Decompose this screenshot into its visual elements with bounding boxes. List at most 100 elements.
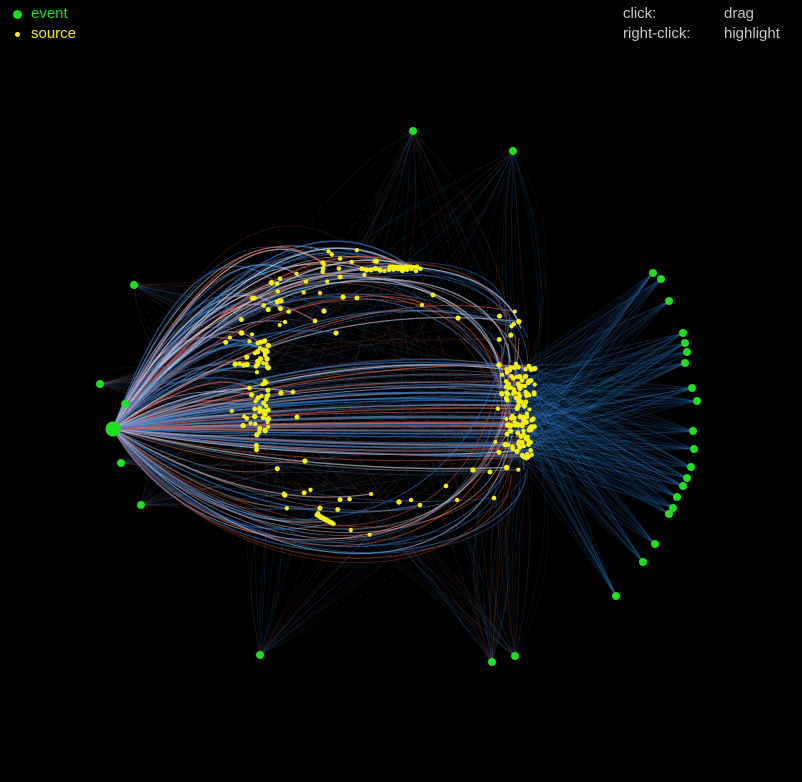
source-node[interactable] bbox=[454, 497, 460, 503]
source-node[interactable] bbox=[247, 339, 252, 344]
source-node[interactable] bbox=[229, 408, 235, 414]
source-node[interactable] bbox=[531, 391, 537, 397]
source-node[interactable] bbox=[274, 281, 280, 286]
source-node[interactable] bbox=[521, 402, 526, 408]
source-node[interactable] bbox=[500, 372, 505, 377]
source-node[interactable] bbox=[523, 455, 529, 461]
source-node[interactable] bbox=[514, 374, 519, 379]
source-node[interactable] bbox=[294, 414, 300, 420]
source-node[interactable] bbox=[524, 411, 530, 416]
source-node[interactable] bbox=[531, 424, 537, 430]
source-node[interactable] bbox=[525, 391, 531, 397]
source-node[interactable] bbox=[470, 467, 476, 473]
source-node[interactable] bbox=[277, 276, 283, 281]
source-node[interactable] bbox=[510, 446, 516, 452]
event-node[interactable] bbox=[488, 658, 496, 666]
source-node[interactable] bbox=[275, 289, 280, 294]
source-node[interactable] bbox=[499, 390, 505, 397]
event-node[interactable] bbox=[687, 463, 695, 471]
source-node[interactable] bbox=[264, 361, 269, 367]
source-node[interactable] bbox=[265, 407, 271, 413]
event-node[interactable] bbox=[511, 652, 519, 660]
event-node[interactable] bbox=[679, 329, 687, 337]
source-node[interactable] bbox=[414, 264, 420, 270]
source-node[interactable] bbox=[248, 421, 253, 426]
event-node[interactable] bbox=[673, 493, 681, 501]
source-node[interactable] bbox=[268, 279, 275, 286]
source-node[interactable] bbox=[522, 373, 529, 380]
event-node[interactable] bbox=[256, 651, 264, 659]
event-node[interactable] bbox=[683, 348, 691, 356]
source-node[interactable] bbox=[521, 416, 527, 422]
source-node[interactable] bbox=[264, 348, 269, 353]
source-node[interactable] bbox=[348, 528, 353, 533]
source-node[interactable] bbox=[496, 336, 502, 343]
event-node[interactable] bbox=[509, 147, 517, 155]
source-node[interactable] bbox=[493, 439, 498, 445]
event-node[interactable] bbox=[679, 482, 687, 490]
source-node[interactable] bbox=[517, 413, 523, 420]
source-node[interactable] bbox=[509, 324, 514, 329]
event-node[interactable] bbox=[117, 459, 125, 467]
source-node[interactable] bbox=[294, 271, 299, 276]
source-node[interactable] bbox=[363, 267, 370, 273]
source-node[interactable] bbox=[455, 315, 461, 321]
event-hub-node[interactable] bbox=[105, 421, 121, 437]
source-node[interactable] bbox=[277, 306, 284, 312]
source-node[interactable] bbox=[254, 348, 261, 355]
source-node[interactable] bbox=[347, 496, 352, 502]
source-node[interactable] bbox=[354, 295, 360, 301]
source-node[interactable] bbox=[528, 448, 534, 453]
source-node[interactable] bbox=[282, 319, 288, 325]
source-node[interactable] bbox=[368, 491, 374, 497]
source-node[interactable] bbox=[320, 266, 326, 272]
source-node[interactable] bbox=[525, 379, 531, 386]
source-node[interactable] bbox=[254, 447, 260, 453]
source-node[interactable] bbox=[317, 505, 323, 511]
source-node[interactable] bbox=[264, 396, 269, 402]
event-node[interactable] bbox=[96, 380, 104, 388]
source-node[interactable] bbox=[253, 442, 259, 448]
source-node[interactable] bbox=[303, 279, 309, 284]
event-node[interactable] bbox=[690, 445, 698, 453]
source-node[interactable] bbox=[519, 377, 525, 383]
event-node[interactable] bbox=[121, 400, 129, 408]
source-node[interactable] bbox=[261, 400, 267, 406]
event-node[interactable] bbox=[681, 359, 689, 367]
source-node[interactable] bbox=[511, 415, 517, 421]
source-node[interactable] bbox=[529, 452, 534, 457]
source-node[interactable] bbox=[256, 359, 261, 365]
source-node[interactable] bbox=[340, 294, 346, 300]
source-node[interactable] bbox=[274, 299, 280, 305]
source-node[interactable] bbox=[525, 451, 530, 457]
source-node[interactable] bbox=[522, 383, 528, 389]
source-node[interactable] bbox=[443, 483, 449, 489]
source-node[interactable] bbox=[265, 342, 272, 349]
source-node[interactable] bbox=[516, 441, 522, 447]
source-node[interactable] bbox=[265, 307, 271, 313]
source-node[interactable] bbox=[238, 330, 245, 336]
event-node[interactable] bbox=[681, 339, 689, 347]
source-node[interactable] bbox=[331, 521, 336, 527]
source-node[interactable] bbox=[282, 492, 288, 498]
source-node[interactable] bbox=[254, 432, 260, 438]
event-node[interactable] bbox=[689, 427, 697, 435]
source-node[interactable] bbox=[312, 318, 318, 324]
source-node[interactable] bbox=[515, 403, 521, 409]
source-node[interactable] bbox=[527, 407, 532, 412]
source-node[interactable] bbox=[516, 398, 522, 404]
source-node[interactable] bbox=[266, 392, 271, 397]
source-node[interactable] bbox=[232, 361, 238, 367]
source-node[interactable] bbox=[517, 394, 523, 399]
source-node[interactable] bbox=[264, 356, 270, 362]
source-node[interactable] bbox=[362, 272, 367, 277]
source-node[interactable] bbox=[252, 421, 258, 427]
source-node[interactable] bbox=[514, 448, 520, 454]
source-node[interactable] bbox=[512, 309, 517, 314]
source-node[interactable] bbox=[526, 363, 532, 369]
source-node[interactable] bbox=[532, 382, 537, 387]
source-node[interactable] bbox=[337, 256, 343, 261]
source-node[interactable] bbox=[503, 442, 509, 448]
source-node[interactable] bbox=[408, 264, 414, 270]
